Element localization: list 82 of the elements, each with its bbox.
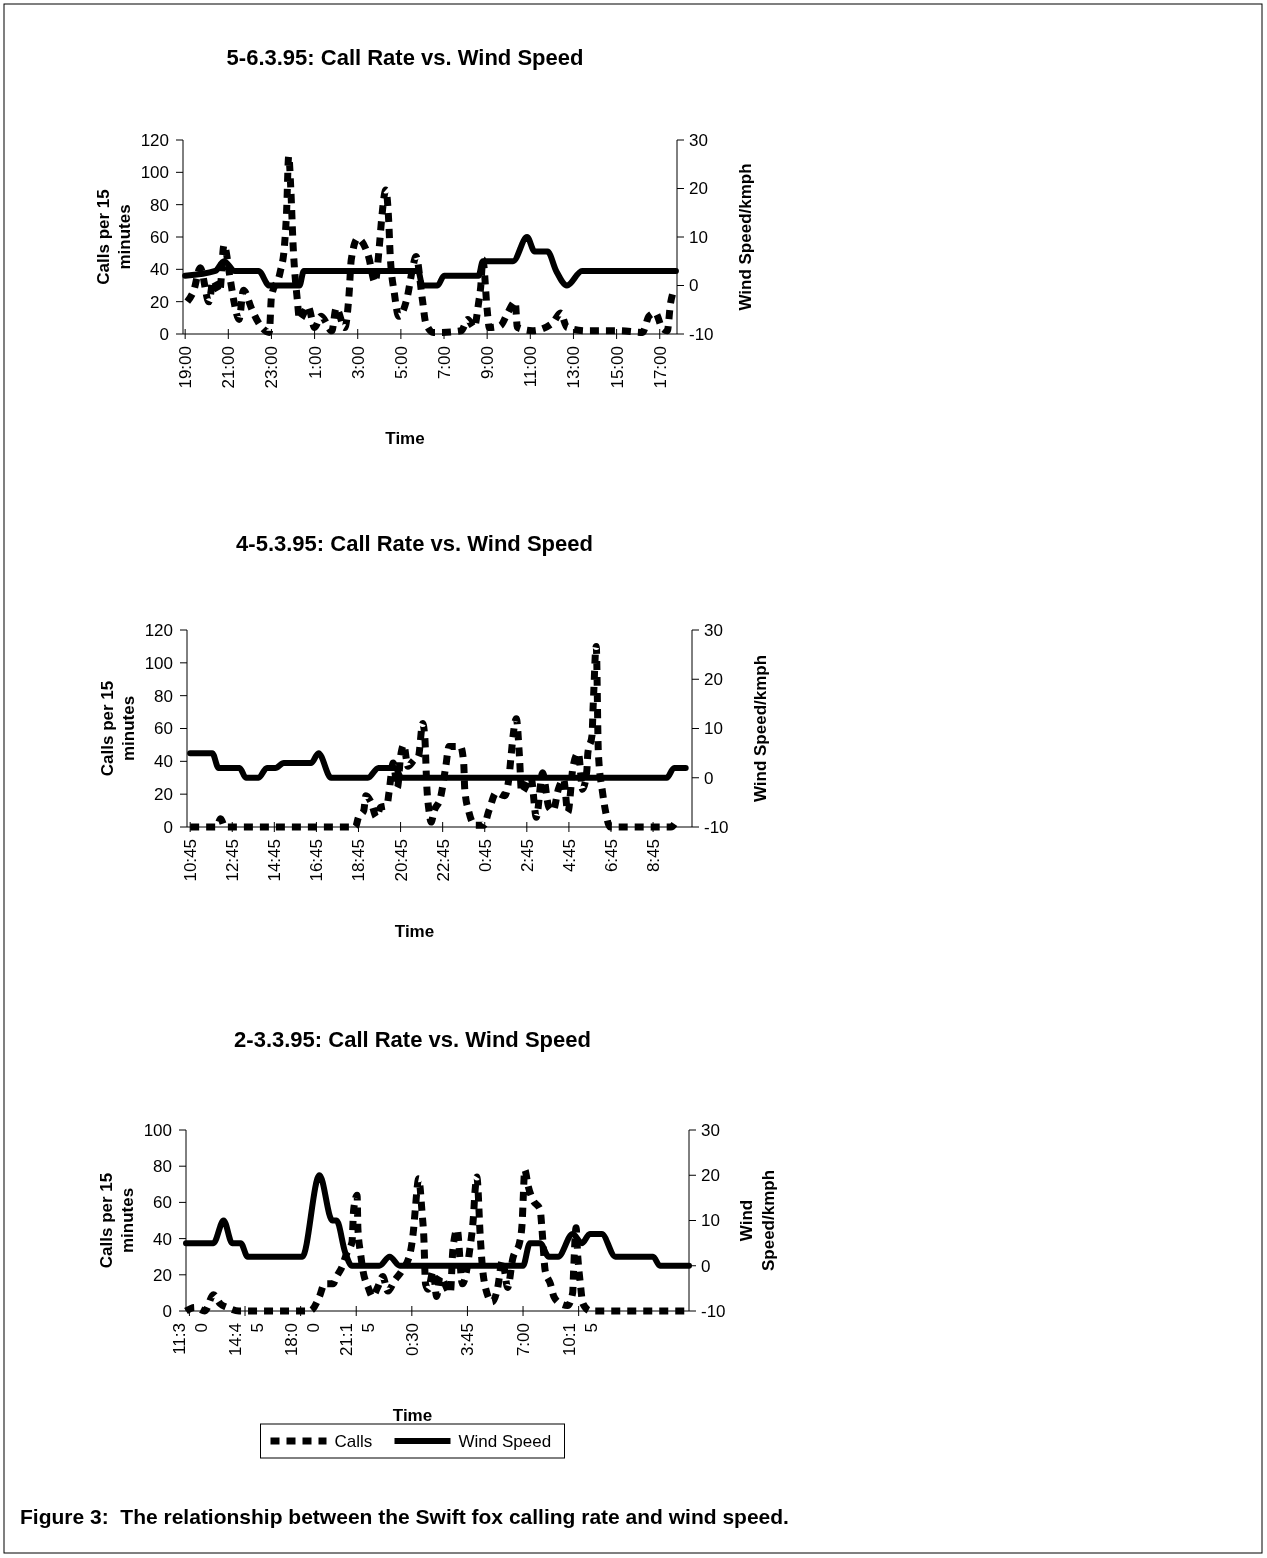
y2-tick-label: 0 — [704, 768, 714, 788]
x-tick-label: 1:00 — [305, 346, 325, 380]
legend-label: Calls — [334, 1431, 373, 1451]
y-tick-label: 60 — [153, 1193, 172, 1213]
y2-tick-label: 20 — [701, 1166, 720, 1186]
y-tick-label: 60 — [154, 719, 173, 739]
legend-label: Wind Speed — [458, 1431, 552, 1451]
x-tick-label: 23:00 — [262, 346, 282, 389]
y-tick-label: 120 — [140, 130, 169, 150]
y-axis-title: Calls per 15 minutes — [98, 680, 138, 777]
x-axis-title: Time — [394, 922, 435, 941]
y2-axis-title: Wind Speed/kmph — [736, 163, 755, 311]
y2-tick-label: 30 — [689, 130, 708, 150]
x-tick-label: 11:30 — [170, 1323, 212, 1355]
y-tick-label: 20 — [153, 1265, 172, 1285]
y2-tick-label: 10 — [704, 719, 723, 739]
x-tick-label: 5:00 — [391, 346, 411, 380]
x-tick-label: 21:00 — [219, 346, 239, 389]
y2-tick-label: 10 — [689, 227, 708, 247]
x-tick-label: 10:15 — [559, 1323, 601, 1357]
y-tick-label: 0 — [163, 817, 173, 837]
x-tick-label: 6:45 — [601, 839, 621, 873]
y-tick-label: 80 — [153, 1157, 172, 1177]
x-tick-label: 18:45 — [349, 839, 369, 882]
y-tick-label: 120 — [144, 620, 173, 640]
x-tick-label: 12:45 — [223, 839, 243, 882]
y-tick-label: 100 — [144, 653, 173, 673]
y-tick-label: 80 — [150, 195, 169, 215]
chart-title: 5-6.3.95: Call Rate vs. Wind Speed — [226, 45, 584, 70]
y2-tick-label: -10 — [689, 324, 714, 344]
y2-tick-label: -10 — [701, 1301, 726, 1321]
y-tick-label: 20 — [154, 785, 173, 805]
y-tick-label: 100 — [143, 1120, 172, 1140]
y-tick-label: 60 — [150, 227, 169, 247]
x-tick-label: 17:00 — [650, 346, 670, 389]
caption: Figure 3: The relationship between the Swift fox calling rate and wind speed. — [20, 1505, 789, 1528]
y-axis-title: Calls per 15 minutes — [97, 1172, 137, 1269]
x-tick-label: 9:00 — [478, 346, 498, 380]
y-tick-label: 20 — [150, 292, 169, 312]
x-tick-label: 13:00 — [564, 346, 584, 389]
y-tick-label: 40 — [150, 260, 169, 280]
x-tick-label: 22:45 — [433, 839, 453, 882]
x-tick-label: 0:45 — [475, 839, 495, 873]
x-tick-label: 2:45 — [517, 839, 537, 873]
x-tick-label: 10:45 — [181, 839, 201, 882]
x-tick-label: 11:00 — [521, 346, 541, 388]
y2-tick-label: 30 — [701, 1120, 720, 1140]
y2-tick-label: 20 — [704, 670, 723, 690]
x-tick-label: 14:45 — [226, 1323, 268, 1357]
x-tick-label: 3:00 — [348, 346, 368, 380]
x-tick-label: 7:00 — [435, 346, 455, 380]
y2-tick-label: 20 — [689, 179, 708, 199]
y2-tick-label: 30 — [704, 620, 723, 640]
y2-axis-title: Wind Speed/kmph — [737, 1169, 778, 1272]
x-tick-label: 16:45 — [307, 839, 327, 882]
chart-title: 4-5.3.95: Call Rate vs. Wind Speed — [236, 531, 593, 556]
x-tick-label: 0:30 — [402, 1323, 422, 1357]
y2-tick-label: -10 — [704, 817, 729, 837]
x-tick-label: 20:45 — [391, 839, 411, 882]
y-axis-title: Calls per 15 minutes — [94, 189, 134, 285]
x-tick-label: 15:00 — [607, 346, 627, 389]
x-tick-label: 19:00 — [176, 346, 196, 389]
y2-axis-title: Wind Speed/kmph — [751, 654, 770, 803]
y2-tick-label: 0 — [701, 1256, 711, 1276]
x-tick-label: 3:45 — [458, 1323, 478, 1357]
x-tick-label: 4:45 — [559, 839, 579, 873]
x-tick-label: 18:00 — [281, 1323, 323, 1357]
y-tick-label: 80 — [154, 686, 173, 706]
x-tick-label: 14:45 — [265, 839, 285, 882]
y-tick-label: 40 — [153, 1229, 172, 1249]
y-tick-label: 0 — [159, 324, 169, 344]
x-tick-label: 7:00 — [514, 1323, 534, 1357]
y-tick-label: 40 — [154, 752, 173, 772]
y2-tick-label: 0 — [689, 276, 699, 296]
y2-tick-label: 10 — [701, 1211, 720, 1231]
y-tick-label: 100 — [140, 163, 169, 183]
x-tick-label: 8:45 — [644, 839, 664, 873]
y-tick-label: 0 — [162, 1301, 172, 1321]
x-axis-title: Time — [385, 429, 425, 448]
x-axis-title: Time — [392, 1406, 433, 1425]
chart-title: 2-3.3.95: Call Rate vs. Wind Speed — [234, 1027, 591, 1052]
x-tick-label: 21:15 — [337, 1323, 379, 1357]
